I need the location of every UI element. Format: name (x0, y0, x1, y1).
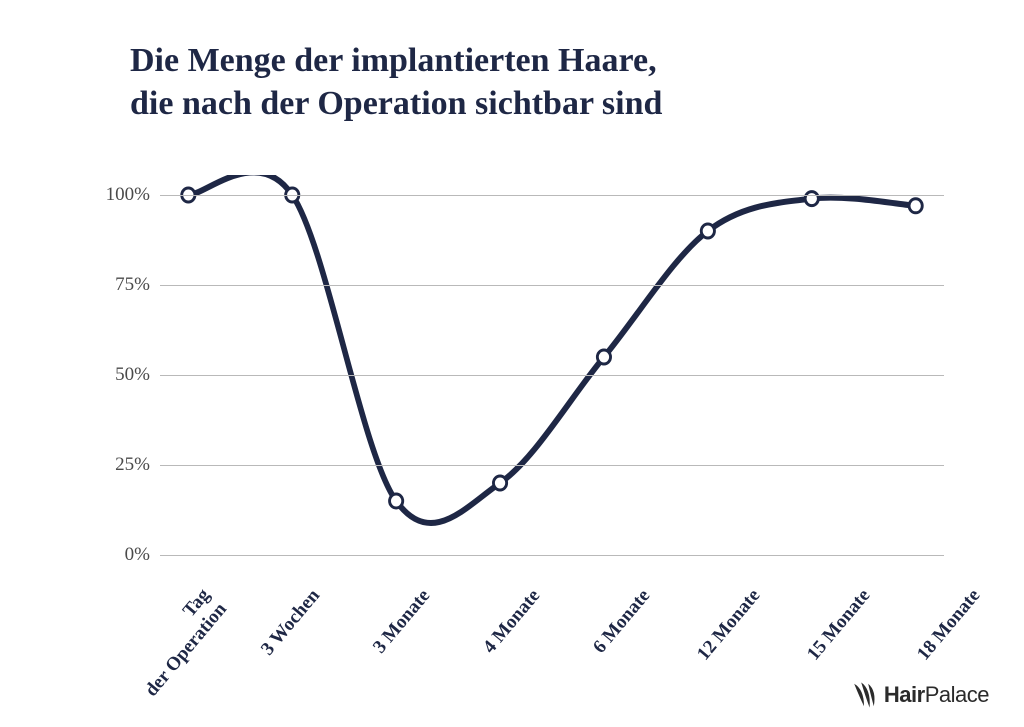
hairpalace-logo-icon (850, 681, 878, 709)
gridline (160, 195, 944, 196)
title-line-1: Die Menge der implantierten Haare, (130, 42, 657, 79)
x-axis-labels: Tag der Operation3 Wochen3 Monate4 Monat… (160, 575, 944, 715)
brand-part2: Palace (925, 682, 989, 707)
x-tick-label: 12 Monate (693, 585, 765, 665)
x-tick-label: 6 Monate (589, 585, 655, 658)
x-tick-label: 4 Monate (479, 585, 545, 658)
y-tick-label: 0% (95, 544, 150, 566)
chart-title: Die Menge der implantierten Haare, die n… (130, 40, 974, 125)
x-tick-label: 3 Wochen (257, 585, 325, 660)
data-marker (909, 199, 922, 213)
title-line-2: die nach der Operation sichtbar sind (130, 85, 662, 122)
brand-part1: Hair (884, 682, 925, 707)
x-tick-label: 18 Monate (913, 585, 985, 665)
gridline (160, 555, 944, 556)
brand-logo-text: HairPalace (884, 682, 989, 708)
y-tick-label: 50% (95, 364, 150, 386)
x-tick-label: Tag der Operation (124, 585, 232, 702)
y-tick-label: 100% (95, 184, 150, 206)
gridline (160, 375, 944, 376)
data-line (188, 175, 915, 523)
y-tick-label: 75% (95, 274, 150, 296)
data-marker (493, 476, 506, 490)
chart-plot-area: 0%25%50%75%100% (110, 175, 944, 575)
y-tick-label: 25% (95, 454, 150, 476)
data-marker (597, 350, 610, 364)
data-marker (390, 494, 403, 508)
chart-container: Die Menge der implantierten Haare, die n… (0, 0, 1024, 727)
data-marker (701, 224, 714, 238)
gridline (160, 285, 944, 286)
brand-logo: HairPalace (850, 681, 989, 709)
data-marker (805, 192, 818, 206)
x-tick-label: 3 Monate (369, 585, 435, 658)
x-tick-label: 15 Monate (803, 585, 875, 665)
gridline (160, 465, 944, 466)
